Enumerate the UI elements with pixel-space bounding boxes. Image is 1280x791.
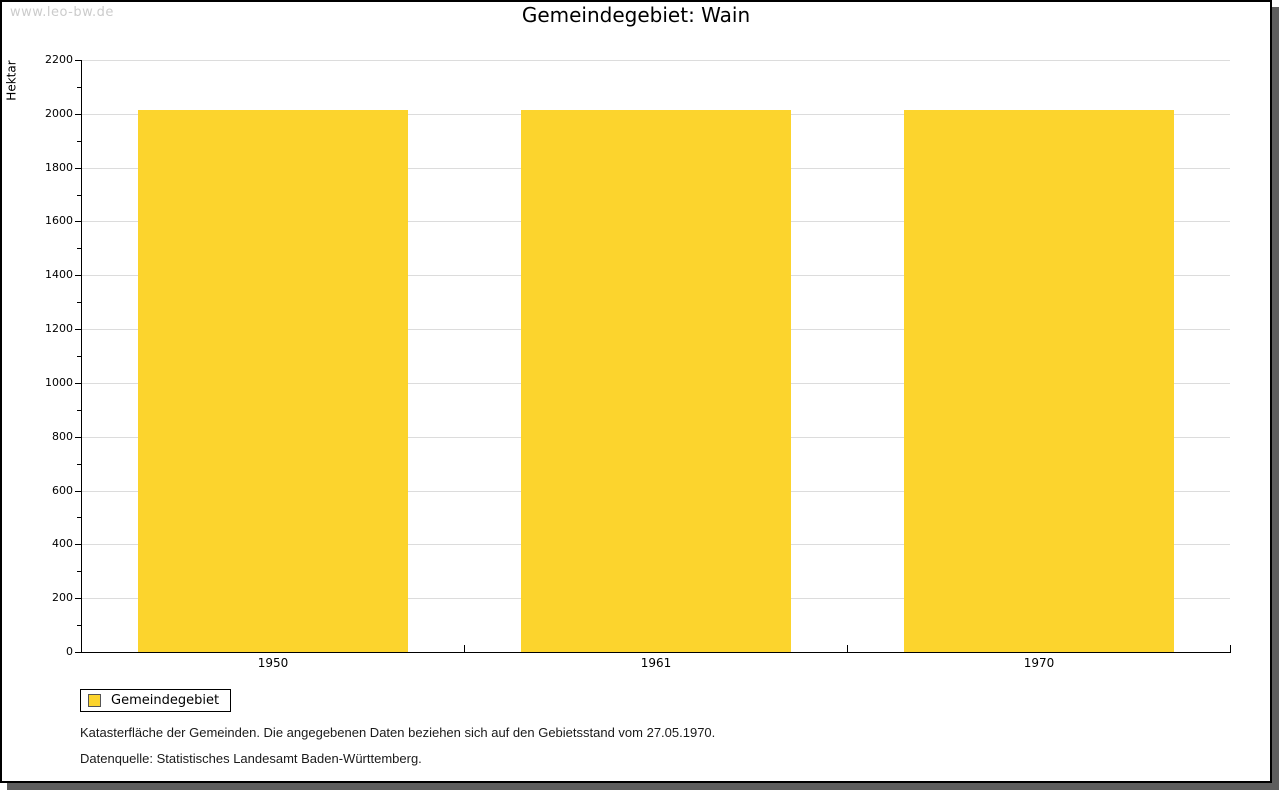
- x-tick-label-1961: 1961: [640, 656, 672, 670]
- y-major-tick-1200: [75, 329, 81, 330]
- y-minor-tick-300: [77, 571, 81, 572]
- y-tick-label-1200: 1200: [45, 322, 73, 335]
- y-major-tick-2000: [75, 114, 81, 115]
- y-minor-tick-1300: [77, 302, 81, 303]
- y-tick-label-1800: 1800: [45, 161, 73, 174]
- y-minor-tick-2100: [77, 87, 81, 88]
- y-major-tick-800: [75, 437, 81, 438]
- bar-1970: [904, 110, 1174, 652]
- y-major-tick-1800: [75, 168, 81, 169]
- x-separator-tick-1: [464, 645, 465, 652]
- y-minor-tick-1100: [77, 356, 81, 357]
- x-tick-label-1970: 1970: [1023, 656, 1055, 670]
- y-tick-label-400: 400: [52, 537, 73, 550]
- y-major-tick-1600: [75, 221, 81, 222]
- y-minor-tick-1500: [77, 248, 81, 249]
- y-major-tick-2200: [75, 60, 81, 61]
- x-axis-line: [81, 652, 1231, 653]
- y-axis-label: Hektar: [4, 60, 19, 101]
- y-minor-tick-700: [77, 464, 81, 465]
- y-tick-label-2200: 2200: [45, 53, 73, 66]
- footnote-data-source: Datenquelle: Statistisches Landesamt Bad…: [80, 751, 422, 766]
- x-separator-tick-3: [1230, 645, 1231, 652]
- y-major-tick-200: [75, 598, 81, 599]
- y-axis-line: [81, 60, 82, 652]
- y-major-tick-1000: [75, 383, 81, 384]
- y-major-tick-1400: [75, 275, 81, 276]
- legend: Gemeindegebiet: [80, 689, 232, 712]
- y-tick-label-1400: 1400: [45, 268, 73, 281]
- y-tick-label-600: 600: [52, 484, 73, 497]
- legend-label: Gemeindegebiet: [111, 693, 220, 708]
- y-major-tick-400: [75, 544, 81, 545]
- x-separator-tick-2: [847, 645, 848, 652]
- legend-swatch-gemeindegebiet: [88, 694, 101, 707]
- y-tick-label-200: 200: [52, 591, 73, 604]
- y-major-tick-0: [75, 652, 81, 653]
- bar-1961: [521, 110, 791, 652]
- y-tick-label-2000: 2000: [45, 107, 73, 120]
- footnote-source-note: Katasterfläche der Gemeinden. Die angege…: [80, 725, 716, 740]
- bar-1950: [138, 110, 408, 652]
- chart-title: Gemeindegebiet: Wain: [521, 3, 751, 27]
- watermark: www.leo-bw.de: [10, 5, 114, 20]
- y-tick-label-1000: 1000: [45, 376, 73, 389]
- y-minor-tick-100: [77, 625, 81, 626]
- y-tick-label-800: 800: [52, 430, 73, 443]
- gridline-2200: [81, 60, 1230, 61]
- y-tick-label-0: 0: [66, 645, 73, 658]
- y-major-tick-600: [75, 491, 81, 492]
- y-minor-tick-500: [77, 517, 81, 518]
- y-minor-tick-1900: [77, 141, 81, 142]
- x-tick-label-1950: 1950: [257, 656, 289, 670]
- y-tick-label-1600: 1600: [45, 214, 73, 227]
- y-minor-tick-900: [77, 410, 81, 411]
- y-minor-tick-1700: [77, 195, 81, 196]
